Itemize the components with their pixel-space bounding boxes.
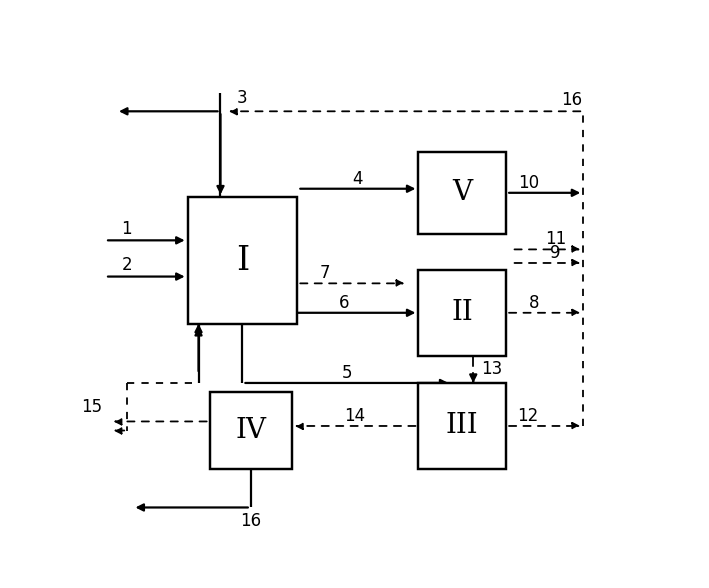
Text: 11: 11: [545, 230, 566, 249]
Text: 12: 12: [518, 407, 539, 425]
Text: 9: 9: [550, 244, 561, 262]
Text: 15: 15: [82, 397, 102, 416]
Text: 10: 10: [518, 174, 539, 192]
Text: I: I: [236, 245, 249, 277]
Bar: [210, 392, 292, 469]
Text: 16: 16: [562, 91, 582, 109]
Text: 2: 2: [122, 256, 132, 274]
Text: 4: 4: [352, 170, 363, 188]
Text: 5: 5: [342, 364, 352, 382]
Bar: [187, 198, 298, 324]
Text: IV: IV: [235, 417, 266, 444]
Text: 14: 14: [345, 407, 366, 425]
Text: III: III: [446, 412, 479, 439]
Text: 7: 7: [320, 265, 330, 282]
Text: 16: 16: [240, 512, 262, 530]
Text: 13: 13: [481, 360, 503, 379]
Text: 8: 8: [528, 294, 539, 312]
Text: II: II: [452, 299, 473, 326]
Text: 1: 1: [122, 220, 132, 238]
Text: 6: 6: [339, 294, 350, 312]
Text: V: V: [452, 179, 472, 206]
Bar: [418, 152, 506, 233]
Bar: [418, 270, 506, 356]
Bar: [418, 383, 506, 469]
Text: 3: 3: [237, 89, 247, 107]
